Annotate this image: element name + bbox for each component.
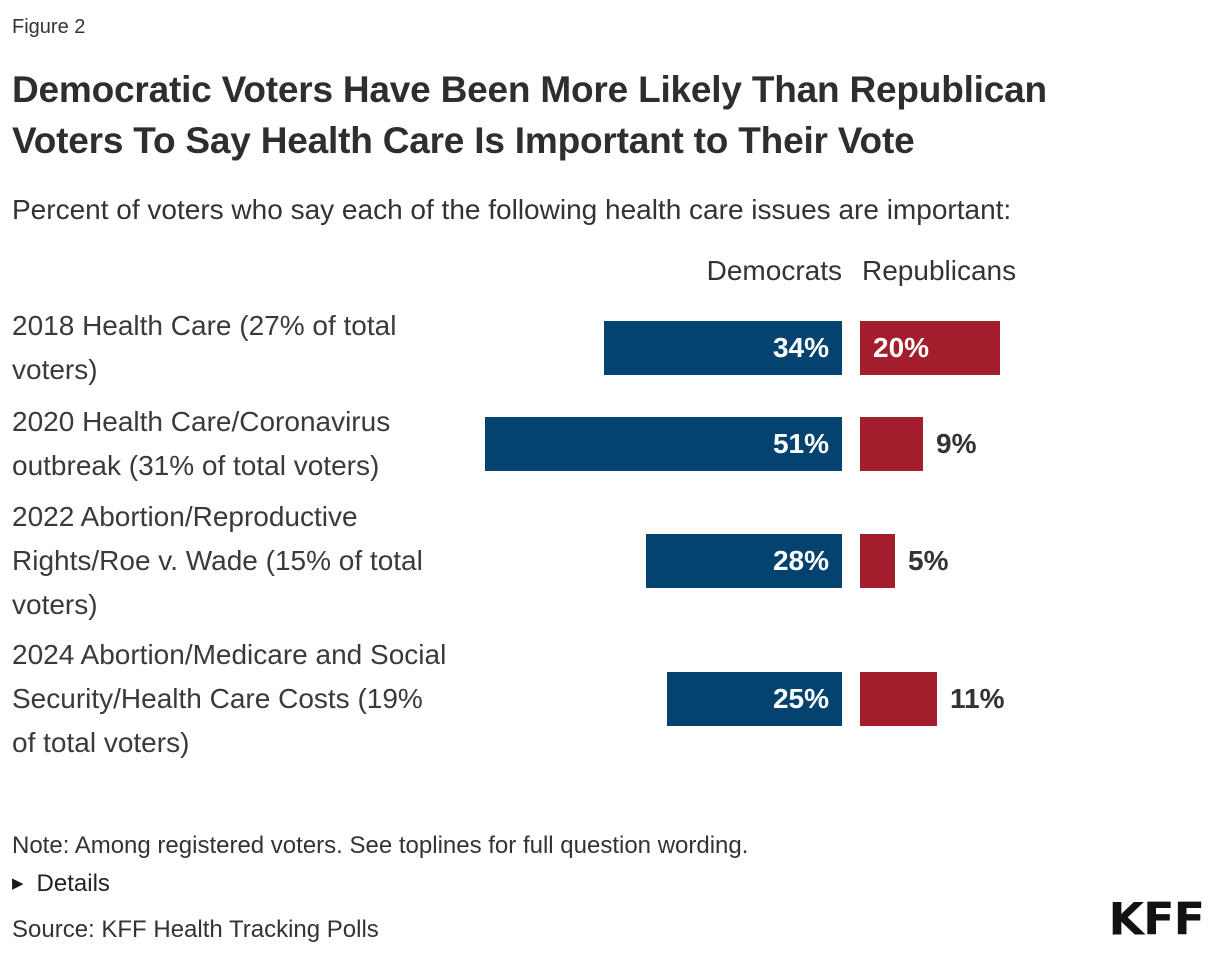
row-category-label: 2020 Health Care/Coronavirus outbreak (3… [12,406,391,481]
democrats-bar-area: 25% [472,672,842,726]
republicans-bar-area: 11% [860,672,1208,726]
column-header-democrats: Democrats [706,255,842,286]
figure-label: Figure 2 [12,16,86,38]
democrats-value-label: 51% [772,428,829,459]
democrats-value-label: 28% [772,545,829,576]
details-toggle-label: Details [36,870,110,897]
republicans-bar: 20% [860,321,1000,375]
democrats-bar-area: 51% [472,417,842,471]
bar-chart: 2018 Health Care (27% of total voters) 3… [12,300,1208,768]
column-header-spacer [12,252,472,290]
democrats-bar-area: 34% [472,321,842,375]
democrats-bar: 34% [604,321,842,375]
series-column-headers: Democrats Republicans [12,252,1208,290]
column-header-republicans: Republicans [862,255,1017,286]
details-toggle[interactable]: ▶ Details [12,868,110,900]
democrats-value-label: 34% [772,332,829,363]
chart-row: 2022 Abortion/Reproductive Rights/Roe v.… [12,492,1208,630]
democrats-bar: 51% [485,417,842,471]
republicans-value-label: 20% [873,332,930,363]
kff-logo[interactable]: KFF [1108,892,1205,946]
democrats-bar: 28% [646,534,842,588]
republicans-value-label: 9% [936,428,977,459]
row-category-label: 2018 Health Care (27% of total voters) [12,310,397,385]
chart-row: 2024 Abortion/Medicare and Social Securi… [12,630,1208,768]
republicans-bar [860,417,923,471]
chart-row: 2020 Health Care/Coronavirus outbreak (3… [12,396,1208,492]
republicans-bar-area: 5% [860,534,1208,588]
democrats-bar: 25% [667,672,842,726]
republicans-bar [860,534,895,588]
row-category-label: 2024 Abortion/Medicare and Social Securi… [12,639,447,758]
page-title-line1: Democratic Voters Have Been More Likely … [12,69,1047,110]
page-title: Democratic Voters Have Been More Likely … [12,64,1208,166]
republicans-bar-area: 9% [860,417,1208,471]
column-header-gap [844,252,862,290]
chart-subtitle: Percent of voters who say each of the fo… [12,194,1012,225]
republicans-value-label: 5% [908,545,949,576]
republicans-bar-area: 20% [860,321,1208,375]
republicans-value-label: 11% [950,683,1005,714]
row-category-label: 2022 Abortion/Reproductive Rights/Roe v.… [12,501,423,620]
note-text: Note: Among registered voters. See topli… [12,832,749,859]
democrats-bar-area: 28% [472,534,842,588]
source-text: Source: KFF Health Tracking Polls [12,916,379,943]
democrats-value-label: 25% [772,683,829,714]
triangle-right-icon: ▶ [12,875,24,892]
chart-row: 2018 Health Care (27% of total voters) 3… [12,300,1208,396]
republicans-bar [860,672,937,726]
page-title-line2: Voters To Say Health Care Is Important t… [12,120,915,161]
